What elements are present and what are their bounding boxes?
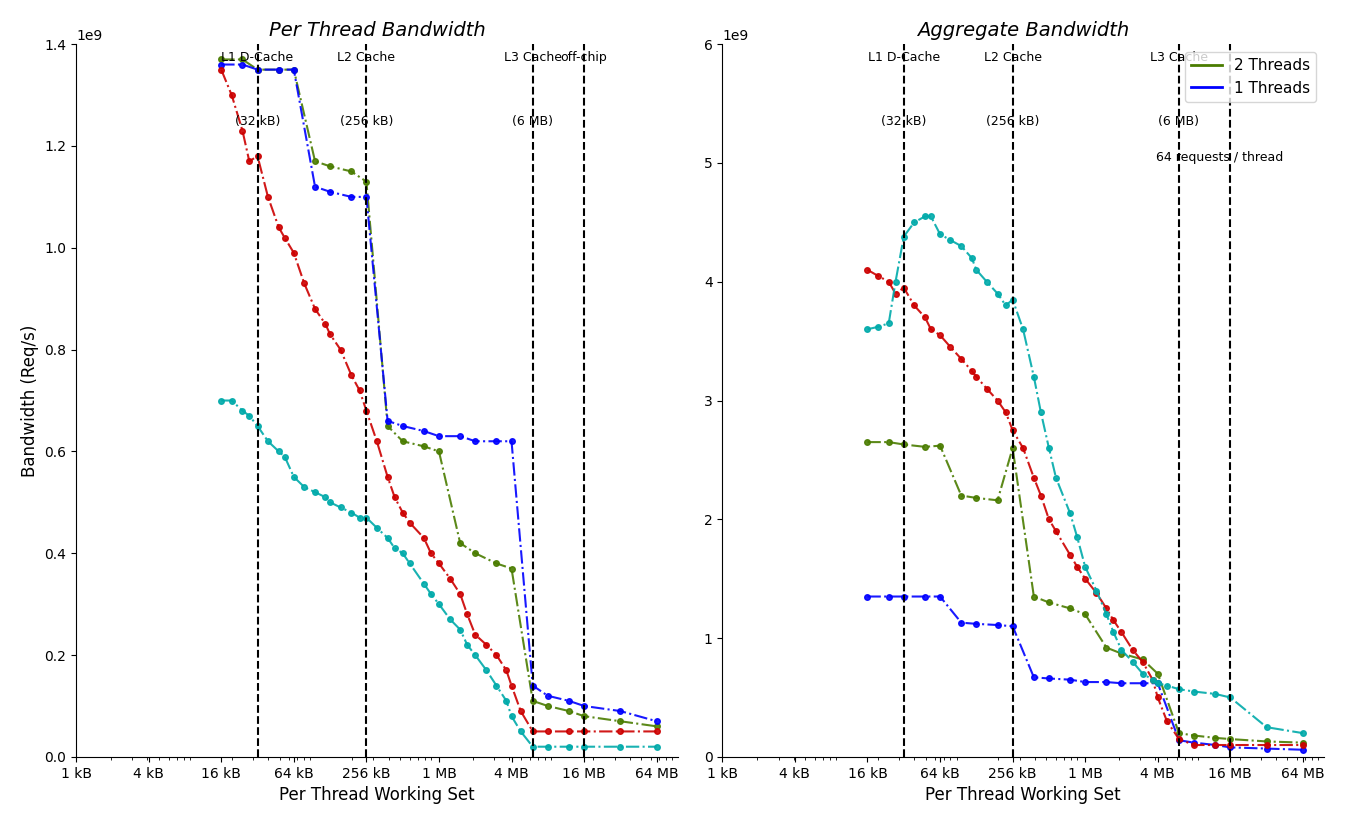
Text: L1 D-Cache: L1 D-Cache	[868, 51, 940, 64]
Y-axis label: Bandwidth (Req/s): Bandwidth (Req/s)	[20, 324, 39, 477]
Title: Per Thread Bandwidth: Per Thread Bandwidth	[269, 21, 486, 40]
X-axis label: Per Thread Working Set: Per Thread Working Set	[279, 786, 475, 804]
Text: (32 kB): (32 kB)	[882, 116, 926, 129]
Text: L2 Cache: L2 Cache	[338, 51, 396, 64]
Text: (256 kB): (256 kB)	[340, 116, 393, 129]
Text: L2 Cache: L2 Cache	[984, 51, 1042, 64]
Title: Aggregate Bandwidth: Aggregate Bandwidth	[917, 21, 1130, 40]
X-axis label: Per Thread Working Set: Per Thread Working Set	[926, 786, 1120, 804]
Text: 64 requests / thread: 64 requests / thread	[1156, 151, 1282, 164]
Text: L3 Cache: L3 Cache	[504, 51, 562, 64]
Text: L3 Cache: L3 Cache	[1150, 51, 1208, 64]
Text: off-chip: off-chip	[560, 51, 608, 64]
Text: L1 D-Cache: L1 D-Cache	[221, 51, 293, 64]
Text: (6 MB): (6 MB)	[512, 116, 553, 129]
Text: (6 MB): (6 MB)	[1158, 116, 1200, 129]
Text: (256 kB): (256 kB)	[986, 116, 1040, 129]
Legend: 2 Threads, 1 Threads: 2 Threads, 1 Threads	[1185, 52, 1316, 101]
Text: (32 kB): (32 kB)	[235, 116, 281, 129]
